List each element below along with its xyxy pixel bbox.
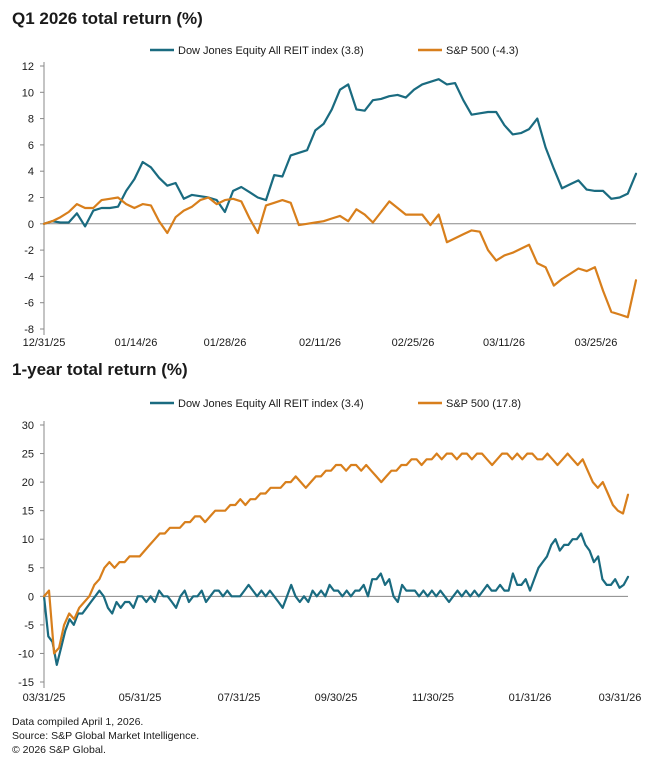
x-tick-label: 03/11/26 bbox=[483, 337, 525, 349]
y-tick-label: 10 bbox=[22, 534, 34, 546]
y-tick-label: 6 bbox=[28, 140, 34, 152]
y-tick-label: -10 bbox=[18, 648, 34, 660]
y-tick-label: -15 bbox=[18, 677, 34, 689]
legend-label-sp500: S&P 500 (17.8) bbox=[446, 398, 521, 410]
y-tick-label: 30 bbox=[22, 420, 34, 432]
chart2-title: 1-year total return (%) bbox=[12, 360, 188, 379]
y-tick-label: 25 bbox=[22, 449, 34, 461]
series-line-reit bbox=[42, 78, 638, 228]
x-tick-label: 11/30/25 bbox=[412, 692, 454, 704]
y-tick-label: 5 bbox=[28, 563, 34, 575]
y-tick-label: 0 bbox=[28, 219, 34, 231]
x-tick-label: 07/31/25 bbox=[218, 692, 261, 704]
y-tick-label: 10 bbox=[22, 87, 34, 99]
y-tick-label: -6 bbox=[24, 298, 34, 310]
series-line-sp500 bbox=[42, 196, 638, 319]
x-tick-label: 01/31/26 bbox=[509, 692, 552, 704]
x-tick-label: 01/14/26 bbox=[115, 337, 158, 349]
y-tick-label: 15 bbox=[22, 506, 34, 518]
chart1-svg: 12 10 8 6 4 2 0 -2 -4 -6 -812/31/25 01/14/26 01/28/2… bbox=[22, 45, 638, 349]
y-tick-label: 8 bbox=[28, 114, 34, 126]
y-tick-label: 2 bbox=[28, 193, 34, 205]
x-tick-label: 03/31/26 bbox=[599, 692, 642, 704]
x-tick-label: 03/25/26 bbox=[575, 337, 618, 349]
y-tick-label: 20 bbox=[22, 477, 34, 489]
footer-copyright: © 2026 S&P Global. bbox=[12, 744, 106, 756]
chart2-svg: 30 25 20 15 10 5 0 -5 -10 -15 03/31/25 05/31/25 07/3… bbox=[18, 398, 642, 704]
y-tick-label: -4 bbox=[24, 271, 34, 283]
footer-source: Source: S&P Global Market Intelligence. bbox=[12, 730, 200, 742]
legend-label-reit: Dow Jones Equity All REIT index (3.4) bbox=[178, 398, 364, 410]
y-tick-label: 0 bbox=[28, 591, 34, 603]
legend-label-sp500: S&P 500 (-4.3) bbox=[446, 45, 519, 57]
x-tick-label: 03/31/25 bbox=[23, 692, 66, 704]
footer: Data compiled April 1, 2026. Source: S&P… bbox=[12, 715, 199, 757]
footer-compiled: Data compiled April 1, 2026. bbox=[12, 716, 144, 728]
legend-label-reit: Dow Jones Equity All REIT index (3.8) bbox=[178, 45, 364, 57]
chart1-title: Q1 2026 total return (%) bbox=[12, 9, 203, 28]
y-tick-label: 12 bbox=[22, 61, 34, 73]
x-tick-label: 01/28/26 bbox=[204, 337, 247, 349]
x-tick-label: 05/31/25 bbox=[119, 692, 162, 704]
x-tick-label: 02/25/26 bbox=[392, 337, 435, 349]
y-tick-label: -5 bbox=[24, 620, 34, 632]
x-tick-label: 09/30/25 bbox=[315, 692, 358, 704]
x-tick-label: 12/31/25 bbox=[23, 337, 66, 349]
x-tick-label: 02/11/26 bbox=[299, 337, 341, 349]
y-tick-label: 4 bbox=[28, 166, 34, 178]
series-line-sp500 bbox=[42, 452, 630, 655]
series-line-reit bbox=[42, 532, 630, 667]
y-tick-label: -8 bbox=[24, 324, 34, 336]
y-tick-label: -2 bbox=[24, 245, 34, 257]
